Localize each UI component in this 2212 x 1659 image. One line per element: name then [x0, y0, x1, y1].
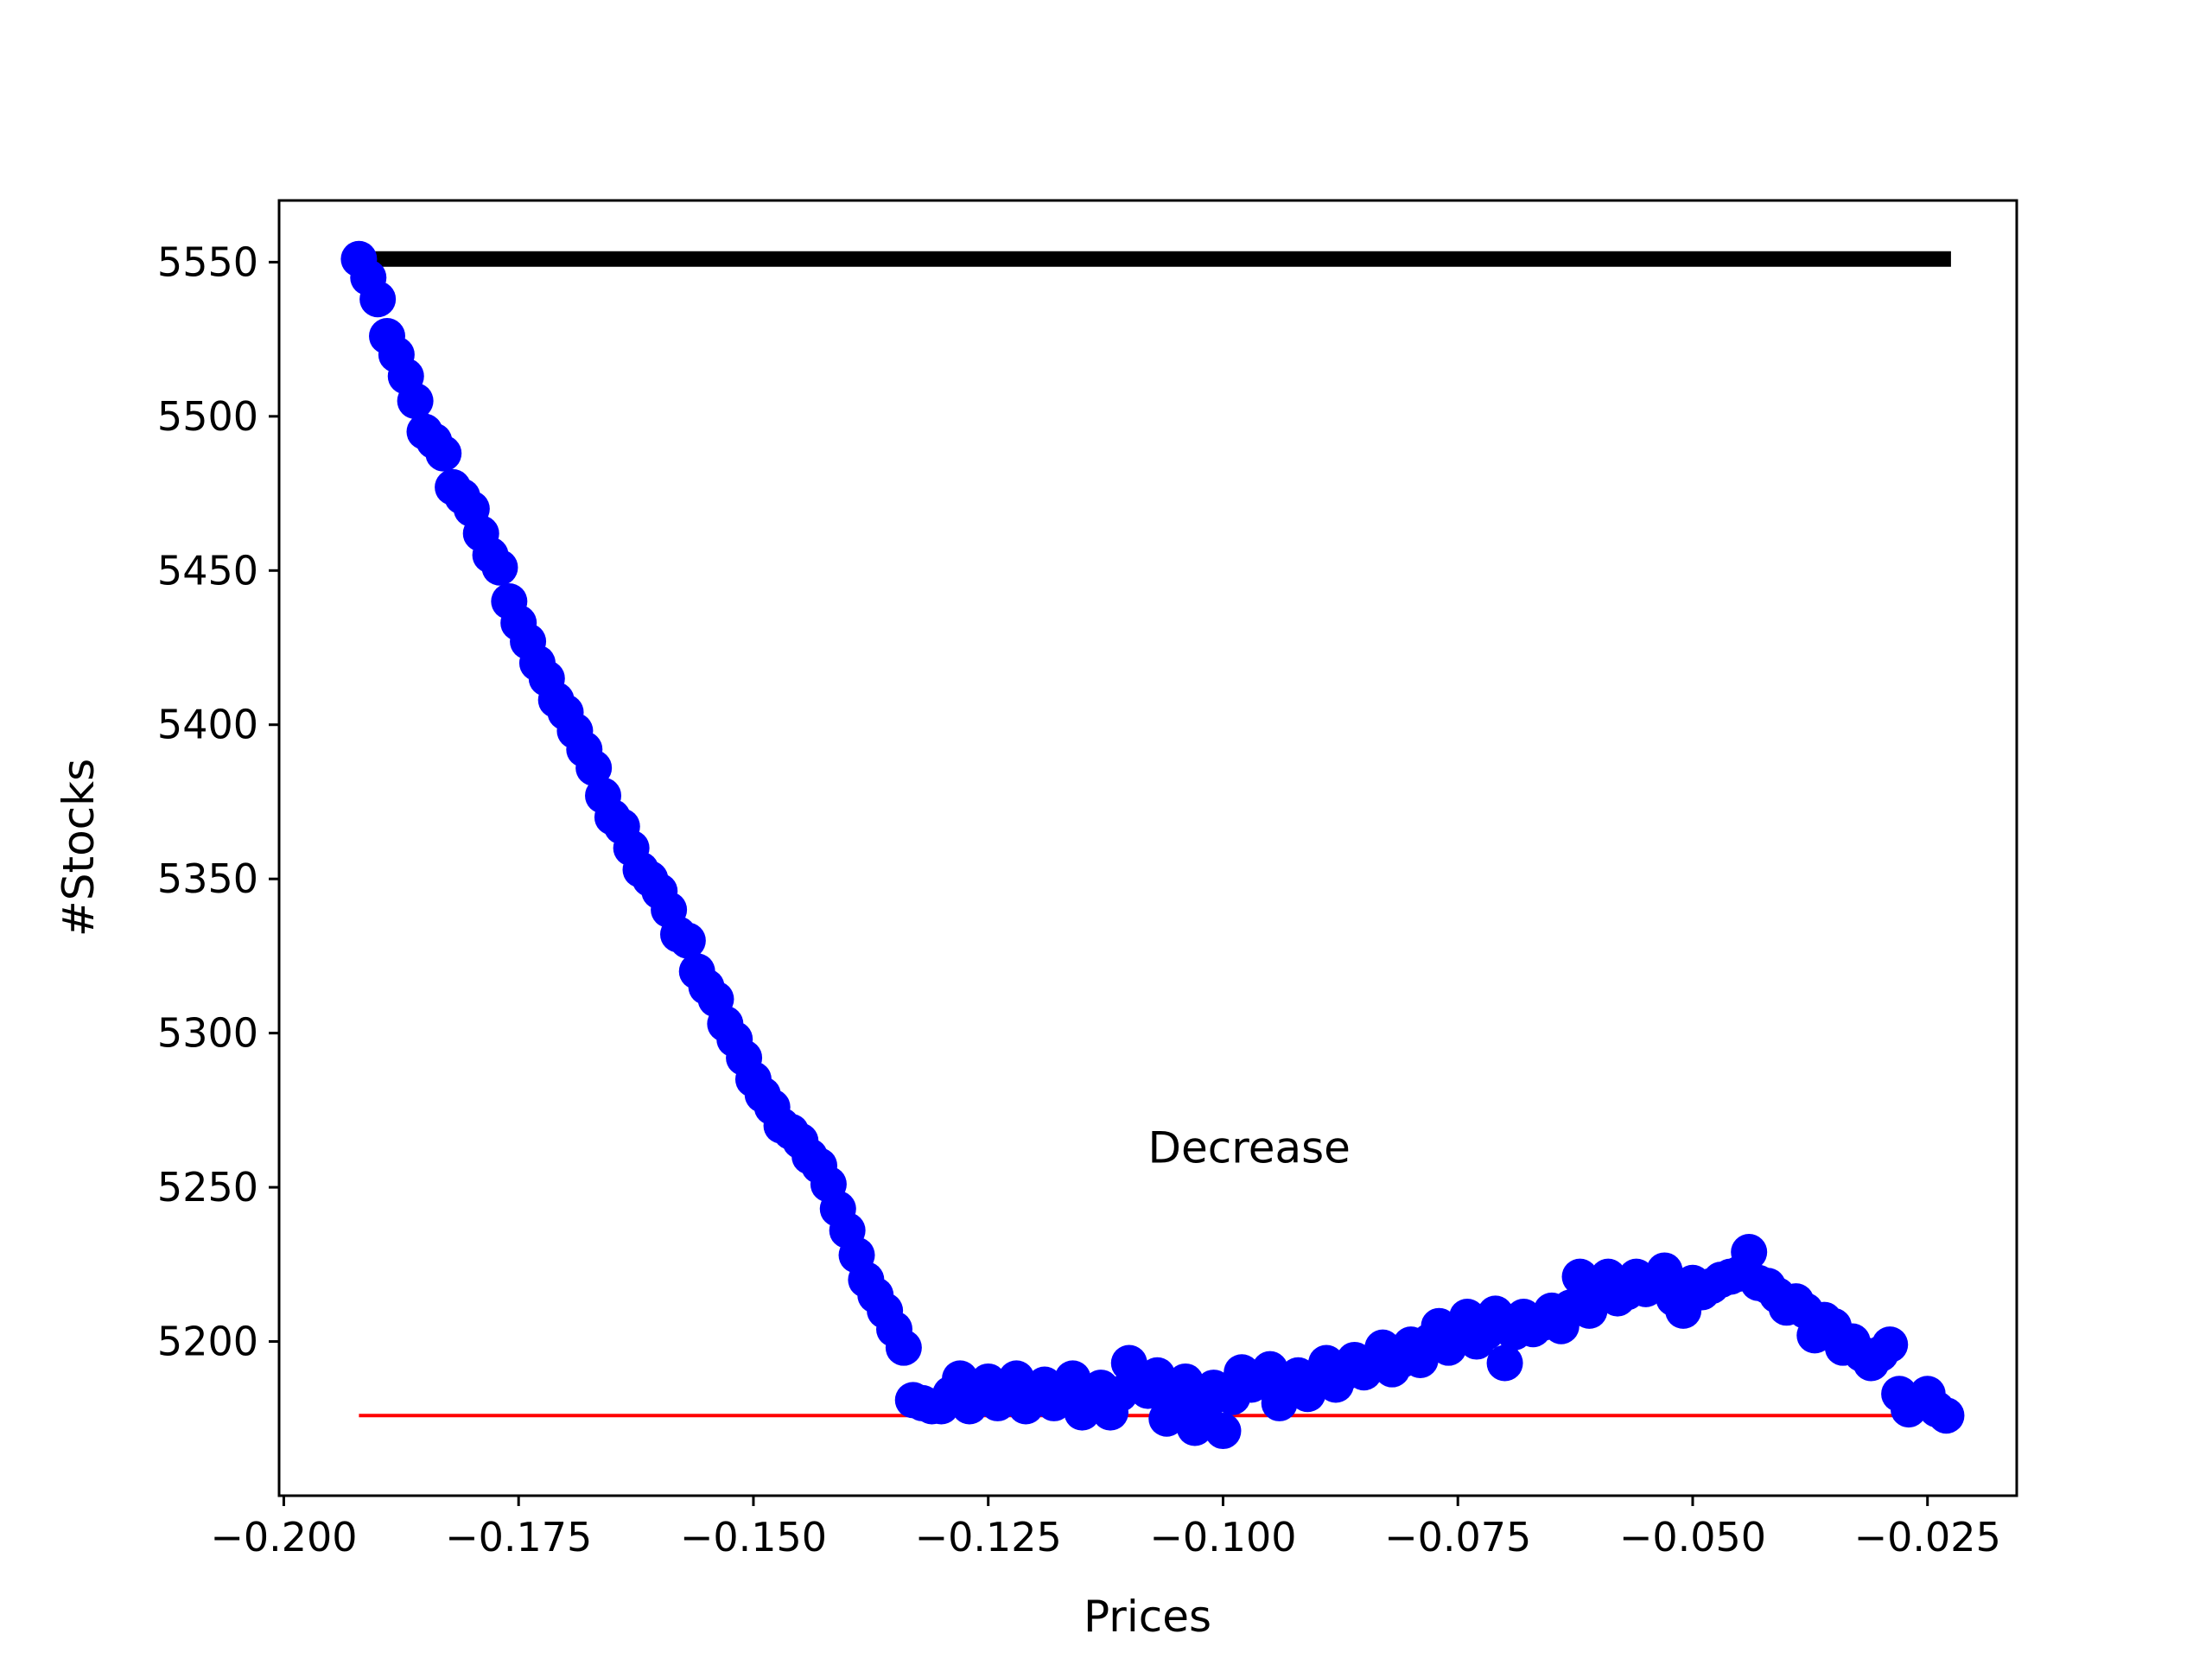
- y-axis-label: #Stocks: [54, 759, 104, 937]
- y-tick-label: 5350: [157, 855, 258, 902]
- data-point-148: [1731, 1234, 1768, 1271]
- data-point-6: [397, 382, 434, 419]
- x-axis: −0.200 −0.175 −0.150 −0.125 −0.100 −0.075 −0.0…: [210, 1496, 2001, 1560]
- x-tick-label: −0.175: [445, 1514, 592, 1560]
- plot-area: [279, 200, 2017, 1496]
- data-point-88: [1166, 1363, 1204, 1400]
- series-layer: [340, 240, 1965, 1450]
- data-point-58: [885, 1329, 922, 1366]
- data-point-2: [359, 281, 397, 318]
- y-tick-label: 5500: [157, 393, 258, 440]
- data-point-15: [481, 549, 518, 586]
- data-point-92: [1205, 1413, 1242, 1450]
- x-tick-label: −0.050: [1619, 1514, 1766, 1560]
- y-tick-label: 5450: [157, 547, 258, 594]
- y-tick-label: 5250: [157, 1164, 258, 1211]
- x-tick-label: −0.100: [1149, 1514, 1296, 1560]
- x-tick-label: −0.125: [915, 1514, 1062, 1560]
- y-tick-label: 5300: [157, 1010, 258, 1057]
- data-point-85: [1139, 1357, 1176, 1394]
- data-point-163: [1872, 1326, 1909, 1363]
- x-tick-label: −0.025: [1854, 1514, 2001, 1560]
- data-point-9: [425, 435, 462, 472]
- x-tick-label: −0.075: [1384, 1514, 1531, 1560]
- y-tick-label: 5400: [157, 702, 258, 748]
- data-point-169: [1928, 1397, 1965, 1434]
- annotation-decrease: Decrease: [1148, 1123, 1351, 1173]
- data-point-139: [1646, 1252, 1683, 1289]
- x-axis-label: Prices: [1084, 1592, 1211, 1642]
- plot-frame: [277, 199, 2018, 1497]
- x-tick-label: −0.200: [210, 1514, 357, 1560]
- y-tick-label: 5550: [157, 238, 258, 285]
- data-point-122: [1486, 1344, 1523, 1382]
- x-tick-label: −0.150: [680, 1514, 827, 1560]
- y-tick-label: 5200: [157, 1319, 258, 1365]
- data-point-25: [575, 749, 613, 786]
- data-point-35: [669, 922, 706, 959]
- y-axis: 5200 5250 5300 5350 5400 5450 5500 5550: [157, 238, 279, 1365]
